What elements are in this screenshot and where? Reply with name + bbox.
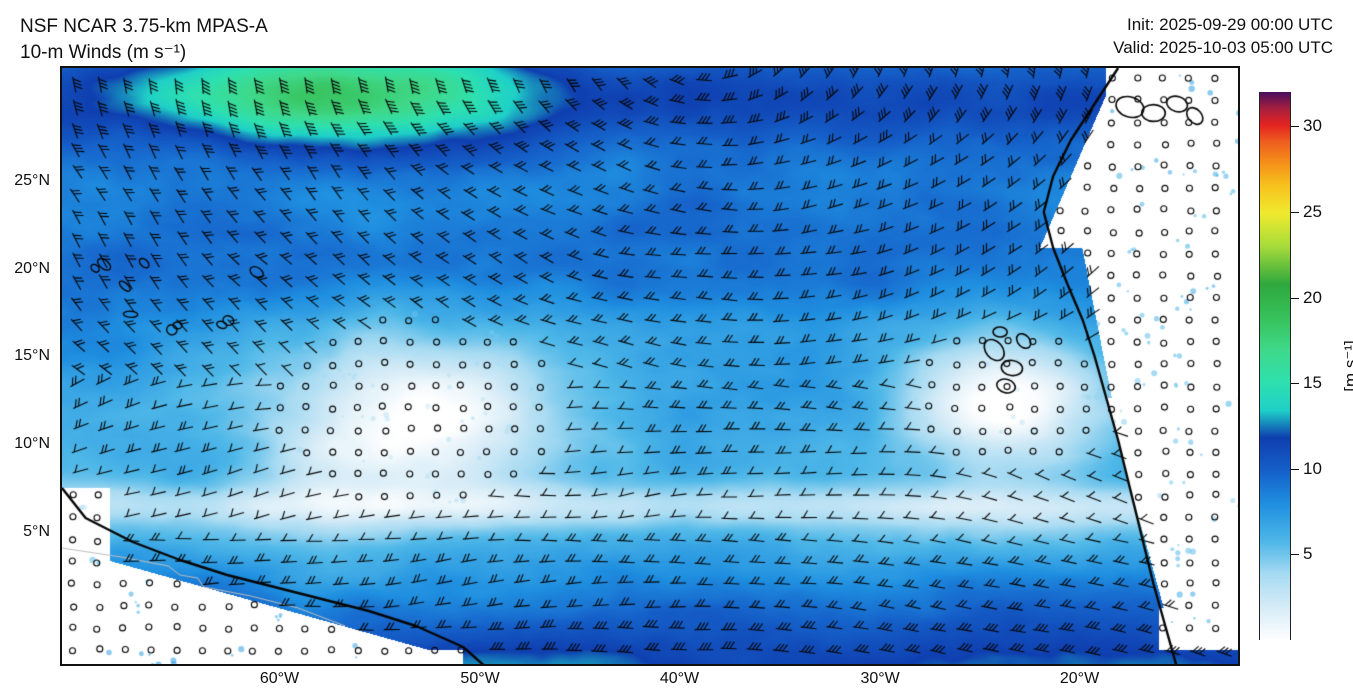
colorbar-tick [1291,212,1299,213]
wind-field-canvas[interactable] [62,68,1240,666]
colorbar-tick-label: 15 [1303,373,1322,393]
colorbar-tick [1291,469,1299,470]
valid-time-label: Valid: 2025-10-03 05:00 UTC [1113,37,1333,60]
colorbar-tick [1291,298,1299,299]
colorbar-gradient [1259,92,1291,640]
model-title: NSF NCAR 3.75-km MPAS-A [20,14,268,40]
init-time-label: Init: 2025-09-29 00:00 UTC [1113,14,1333,37]
colorbar-tick [1291,383,1299,384]
y-tick-label: 15°N [14,347,50,365]
x-tick-label: 50°W [460,670,499,688]
y-axis-labels: 25°N 20°N 15°N 10°N 5°N [0,66,58,666]
y-tick-label: 25°N [14,172,50,190]
x-tick-label: 30°W [860,670,899,688]
colorbar-tick-label: 20 [1303,288,1322,308]
field-title: 10-m Winds (m s⁻¹) [20,40,268,66]
y-tick-label: 5°N [23,523,50,541]
x-tick-label: 20°W [1060,670,1099,688]
colorbar-label: [m s⁻¹] [1341,340,1353,391]
header-left-block: NSF NCAR 3.75-km MPAS-A 10-m Winds (m s⁻… [20,14,268,65]
wind-map-page: NSF NCAR 3.75-km MPAS-A 10-m Winds (m s⁻… [0,0,1353,692]
y-tick-label: 20°N [14,260,50,278]
colorbar-tick [1291,554,1299,555]
colorbar-tick [1291,126,1299,127]
colorbar-tick-label: 10 [1303,459,1322,479]
colorbar-widget[interactable]: [m s⁻¹] 5 10 15 20 25 30 [1259,92,1291,640]
colorbar-tick-label: 30 [1303,116,1322,136]
x-tick-label: 60°W [260,670,299,688]
x-axis-labels: 60°W 50°W 40°W 30°W 20°W [60,668,1240,692]
map-plot-area[interactable] [60,66,1240,666]
colorbar-tick-label: 5 [1303,544,1312,564]
colorbar-tick-label: 25 [1303,202,1322,222]
header-right-block: Init: 2025-09-29 00:00 UTC Valid: 2025-1… [1113,14,1333,60]
y-tick-label: 10°N [14,435,50,453]
x-tick-label: 40°W [660,670,699,688]
